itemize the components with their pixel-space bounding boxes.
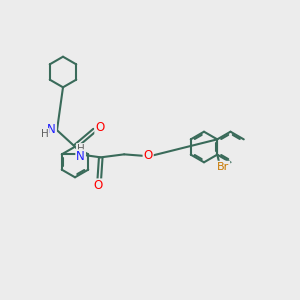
Text: O: O	[143, 149, 153, 162]
Text: N: N	[76, 150, 85, 163]
Text: O: O	[93, 179, 102, 192]
Text: Br: Br	[217, 162, 230, 172]
Text: H: H	[40, 129, 48, 139]
Text: H: H	[77, 144, 85, 154]
Text: N: N	[47, 123, 56, 136]
Text: O: O	[95, 121, 104, 134]
